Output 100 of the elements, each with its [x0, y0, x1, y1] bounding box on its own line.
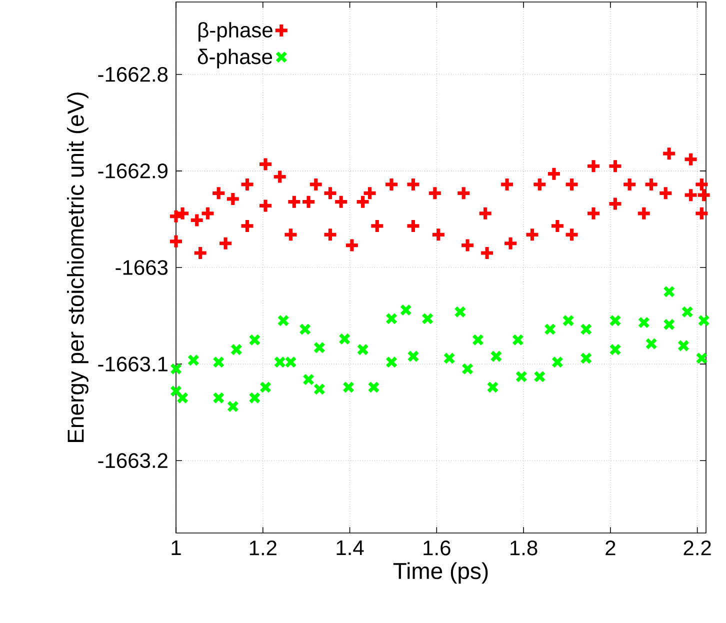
point: [696, 187, 712, 203]
point: [298, 323, 312, 336]
point: [384, 176, 400, 192]
point: [259, 381, 272, 394]
point: [322, 226, 338, 242]
point: [368, 381, 380, 394]
point: [286, 194, 302, 210]
x-tick-label: 1: [172, 540, 181, 555]
point: [694, 176, 710, 192]
point: [187, 354, 200, 366]
x-tick-label: 1.8: [510, 540, 538, 556]
point: [580, 352, 592, 364]
point: [512, 334, 524, 346]
point: [430, 226, 446, 242]
point: [338, 332, 351, 345]
point: [355, 194, 371, 210]
point: [356, 344, 369, 356]
point: [272, 168, 288, 185]
point: [694, 206, 710, 222]
point: [176, 392, 189, 404]
point: [683, 152, 699, 168]
point: [490, 350, 502, 362]
point: [454, 306, 466, 318]
point: [400, 304, 412, 316]
point: [586, 158, 602, 174]
point: [200, 206, 216, 222]
point: [663, 286, 676, 298]
point: [421, 312, 434, 325]
point: [313, 383, 326, 396]
point: [683, 187, 699, 203]
point: [248, 392, 261, 404]
point: [342, 381, 355, 394]
point: [456, 185, 472, 201]
point: [550, 218, 566, 234]
point: [551, 356, 564, 368]
point: [170, 362, 182, 375]
point: [218, 236, 234, 252]
point: [362, 185, 378, 201]
point: [258, 198, 274, 214]
point: [479, 245, 495, 261]
point: [258, 156, 274, 172]
y-tick-label: -1663.2: [98, 453, 168, 468]
point: [308, 176, 324, 192]
point: [302, 373, 315, 386]
point: [385, 356, 398, 368]
point: [225, 191, 241, 207]
point: [638, 316, 650, 329]
point: [524, 226, 540, 242]
point: [313, 342, 326, 354]
point: [636, 206, 652, 222]
point: [580, 323, 592, 336]
point: [607, 158, 624, 174]
point: [645, 338, 658, 350]
point: [478, 206, 494, 222]
point: [696, 352, 708, 364]
point: [663, 318, 676, 331]
point: [609, 314, 622, 327]
point: [502, 236, 518, 252]
point: [472, 334, 484, 346]
point: [212, 392, 225, 404]
point: [407, 350, 420, 362]
point: [239, 218, 256, 234]
point: [369, 218, 385, 234]
point: [564, 226, 580, 242]
point: [248, 334, 261, 346]
point: [698, 314, 710, 327]
point: [226, 400, 239, 413]
point: [681, 306, 694, 318]
point: [212, 356, 225, 368]
y-axis-title: Energy per stoichiometric unit (eV): [66, 92, 88, 442]
legend-label: β-phase: [198, 22, 272, 42]
point: [661, 146, 677, 162]
point: [499, 176, 515, 192]
point: [546, 166, 562, 182]
x-axis-title: Time (ps): [393, 562, 488, 584]
point: [461, 362, 474, 375]
point: [239, 176, 256, 192]
point: [562, 314, 574, 327]
point: [405, 176, 421, 192]
point: [586, 206, 602, 222]
point: [300, 194, 316, 210]
point: [210, 185, 226, 201]
point: [230, 344, 242, 356]
point: [168, 234, 184, 250]
point: [277, 314, 290, 327]
x-tick-label: 2: [606, 540, 616, 556]
point: [170, 385, 182, 398]
y-tick-label: -1662.8: [98, 66, 168, 82]
point: [532, 176, 548, 192]
point: [460, 237, 476, 254]
x-tick-label: 1.6: [424, 540, 450, 556]
point: [189, 212, 205, 228]
point: [192, 245, 208, 261]
y-tick-label: -1662.9: [98, 164, 168, 178]
legend-label: δ-phase: [198, 48, 272, 68]
y-tick-label: -1663: [116, 260, 168, 275]
point: [544, 323, 556, 336]
point: [607, 196, 624, 212]
x-tick-label: 1.2: [250, 540, 276, 556]
point: [564, 176, 580, 192]
